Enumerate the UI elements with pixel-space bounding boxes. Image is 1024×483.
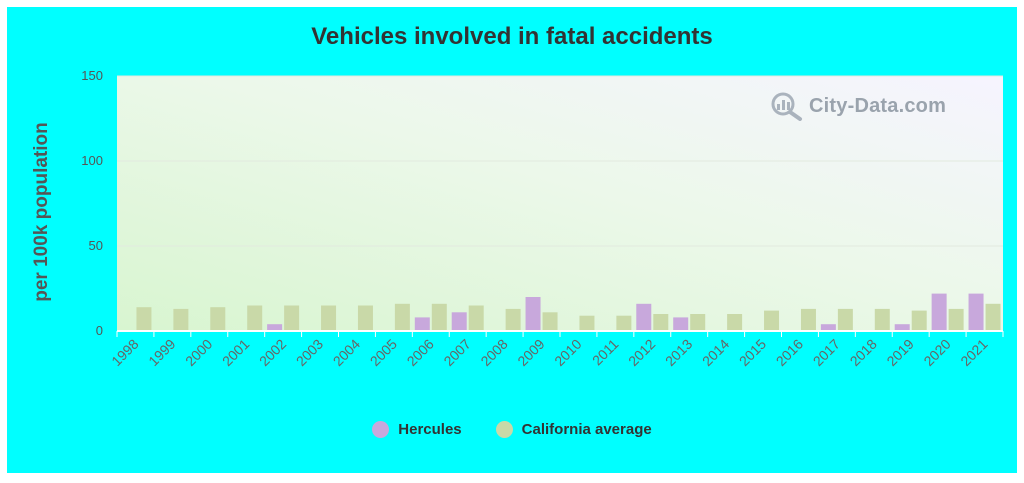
bar-california-2010 [579,315,595,331]
x-tick-label: 2002 [256,336,289,369]
bars [136,293,1001,331]
bar-california-2015 [764,310,780,331]
watermark-text: City-Data.com [809,94,947,117]
x-tick-label: 2004 [330,336,363,369]
chart-title: Vehicles involved in fatal accidents [311,23,713,50]
x-tick-label: 2009 [514,336,547,369]
x-tick-label: 2015 [736,336,769,369]
bar-california-2019 [911,310,927,331]
bar-california-1999 [173,308,189,331]
legend-swatch-california [495,421,513,438]
bar-california-2005 [394,303,410,331]
x-tick-label: 2010 [551,336,584,369]
bar-california-2011 [616,315,632,331]
bar-hercules-2007 [451,312,467,331]
bar-hercules-2021 [968,293,984,331]
x-tick-label: 2007 [440,336,473,369]
grid-lines [117,75,1003,247]
x-tick-label: 1999 [145,336,178,369]
bar-california-2002 [284,305,300,331]
plot-area [117,76,1003,331]
bar-california-2020 [948,308,964,331]
magnifier-icon [771,92,802,121]
bar-california-2000 [210,307,226,331]
bar-hercules-2020 [931,293,947,331]
x-tick-label: 2006 [404,336,437,369]
legend-swatch-hercules [372,421,390,438]
bar-hercules-2012 [636,303,652,331]
x-tick-label: 2017 [810,336,843,369]
x-tick-label: 2011 [589,336,622,369]
bar-california-2016 [800,308,816,331]
bar-california-2008 [505,308,521,331]
x-tick-label: 2014 [699,336,732,369]
y-tick-label: 150 [81,68,103,83]
x-tick-label: 2000 [182,336,215,369]
legend-item-california: California average [495,421,652,438]
y-tick-label: 50 [89,238,103,253]
bar-hercules-2019 [894,324,910,331]
bar-california-2021 [985,303,1001,331]
bar-california-2018 [874,308,890,331]
x-tick-label: 2003 [293,336,326,369]
x-tick-label: 2005 [367,336,400,369]
x-axis-ticks: 1998 1999 2000 2001 2002 2003 2004 2005 2006 2007… [108,331,1004,369]
bar-california-2009 [542,312,558,331]
bar-california-2006 [431,303,447,331]
bar-california-2014 [727,314,743,331]
x-tick-label: 2021 [957,336,990,369]
bar-california-2007 [468,305,484,331]
bar-hercules-2013 [673,317,689,331]
x-tick-label: 1998 [108,336,141,369]
x-tick-label: 2020 [920,336,953,369]
y-tick-label: 100 [81,153,103,168]
bar-california-1998 [136,307,152,331]
x-tick-label: 2008 [477,336,510,369]
bar-california-2001 [247,305,263,331]
bar-california-2013 [690,314,706,331]
legend-label-california: California average [521,421,652,438]
legend-label-hercules: Hercules [398,421,462,438]
watermark: City-Data.com [769,91,946,121]
legend-item-hercules: Hercules [372,421,462,438]
y-axis-ticks: 0 50 100 150 [81,68,103,338]
bar-california-2004 [357,305,373,331]
x-tick-label: 2016 [773,336,806,369]
bar-california-2003 [321,305,337,331]
bar-hercules-2006 [414,317,430,331]
bar-california-2017 [837,308,853,331]
bar-california-2012 [653,314,669,331]
x-tick-label: 2019 [883,336,916,369]
legend: Hercules California average [7,421,1017,438]
x-tick-label: 2018 [847,336,880,369]
x-tick-label: 2013 [662,336,695,369]
bar-hercules-2002 [267,324,283,331]
chart-frame: Vehicles involved in fatal accidents per… [7,7,1017,473]
bar-hercules-2017 [820,324,836,331]
y-tick-label: 0 [96,323,103,338]
x-tick-label: 2012 [625,336,658,369]
x-tick-label: 2001 [219,336,252,369]
bar-hercules-2009 [525,297,541,331]
